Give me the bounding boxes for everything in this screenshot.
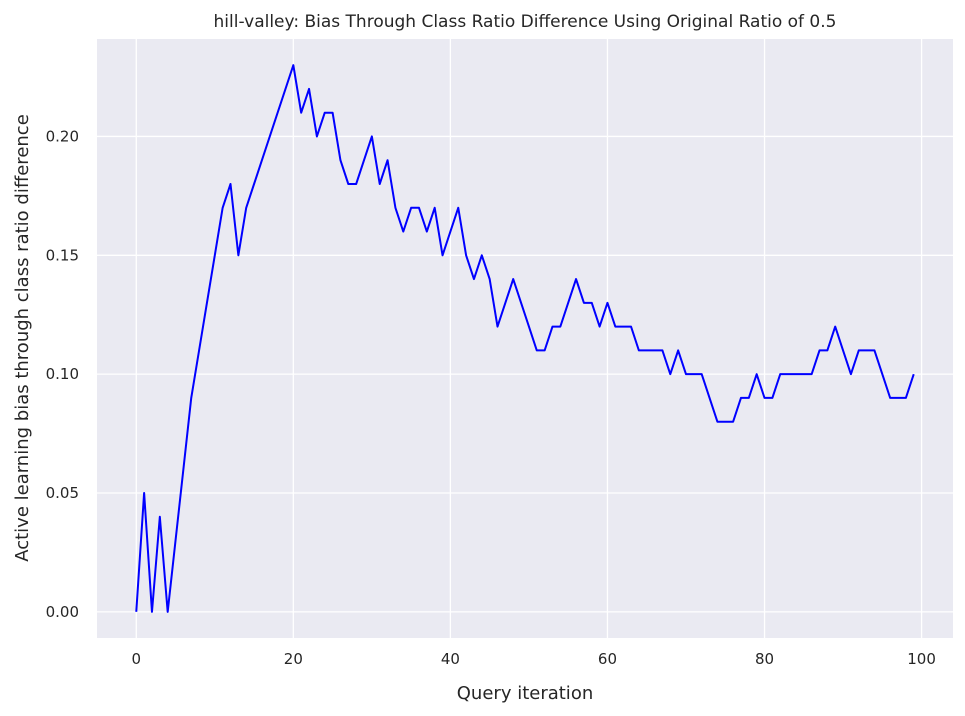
y-tick-label: 0.00 <box>46 603 79 621</box>
plot-background <box>97 39 953 638</box>
y-tick-label: 0.20 <box>46 127 79 145</box>
x-tick-label: 40 <box>441 650 460 668</box>
grid-lines <box>97 39 953 638</box>
series-lines <box>135 64 915 613</box>
y-axis-label: Active learning bias through class ratio… <box>12 114 33 562</box>
y-tick-label: 0.15 <box>46 246 79 264</box>
y-tick-label: 0.10 <box>46 365 79 383</box>
x-tick-label: 80 <box>755 650 774 668</box>
x-tick-label: 100 <box>907 650 936 668</box>
series-line <box>135 64 915 613</box>
y-tick-labels: 0.00 0.05 0.10 0.15 0.20 <box>46 127 79 620</box>
x-tick-label: 60 <box>598 650 617 668</box>
chart-title: hill-valley: Bias Through Class Ratio Di… <box>214 12 837 32</box>
x-axis-label: Query iteration <box>457 683 593 704</box>
x-tick-label: 20 <box>284 650 303 668</box>
y-tick-label: 0.05 <box>46 484 79 502</box>
x-tick-label: 0 <box>131 650 141 668</box>
x-tick-labels: 0 20 40 60 80 100 <box>131 650 935 668</box>
